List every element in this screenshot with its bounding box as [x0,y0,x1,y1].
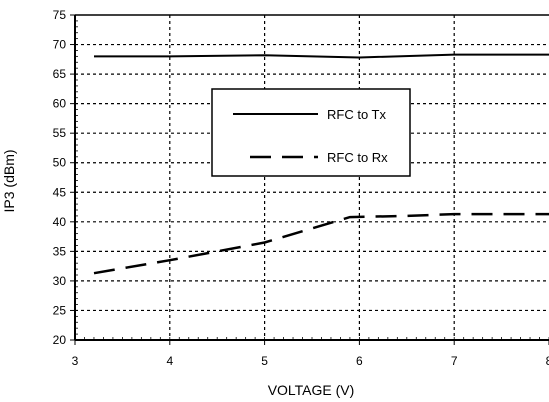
x-axis-title: VOLTAGE (V) [268,382,355,398]
x-tick-label-3: 3 [72,354,79,368]
y-tick-label-25: 25 [53,303,67,317]
y-tick-label-55: 55 [53,126,67,140]
legend-box [211,88,411,177]
y-tick-label-30: 30 [53,274,67,288]
legend-label-rfc-to-tx: RFC to Tx [327,107,386,122]
y-axis-title: IP3 (dBm) [1,149,17,212]
x-tick-label-6: 6 [356,354,363,368]
x-tick-label-5: 5 [261,354,268,368]
axes [70,14,549,345]
y-tick-label-65: 65 [53,67,67,81]
y-tick-label-75: 75 [53,8,67,22]
y-tick-label-40: 40 [53,215,67,229]
series-lines [93,53,549,275]
y-tick-label-20: 20 [53,333,67,347]
legend: RFC to Tx RFC to Rx [211,88,411,177]
y-tick-label-35: 35 [53,244,67,258]
x-tick-label-8: 8 [546,354,549,368]
grid [75,15,549,340]
y-tick-label-45: 45 [53,185,67,199]
y-tick-label-50: 50 [53,156,67,170]
x-tick-label-7: 7 [451,354,458,368]
tick-labels: 202530354045505560657075345678 [53,8,549,368]
legend-label-rfc-to-rx: RFC to Rx [327,150,388,165]
series-line-rfc-to-tx [94,53,549,59]
y-tick-label-60: 60 [53,97,67,111]
y-tick-label-70: 70 [53,38,67,52]
series-line-rfc-to-rx [93,212,549,275]
x-tick-label-4: 4 [166,354,173,368]
